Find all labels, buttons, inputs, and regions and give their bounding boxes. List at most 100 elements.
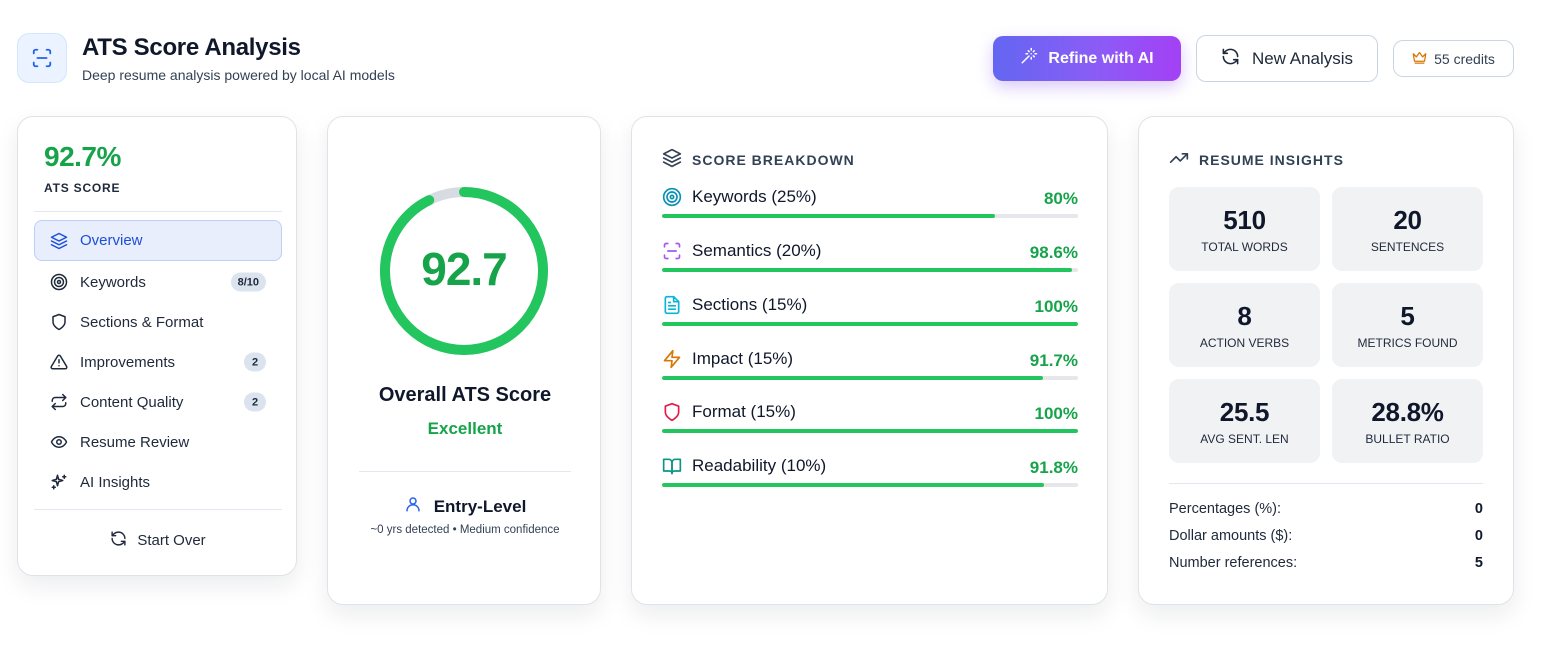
improvements-count-badge: 2 xyxy=(244,352,266,372)
sidebar-item-keywords[interactable]: Keywords 8/10 xyxy=(34,262,282,302)
credits-badge[interactable]: 55 credits xyxy=(1393,40,1514,77)
score-breakdown-heading: SCORE BREAKDOWN xyxy=(662,148,855,171)
breakdown-label: Format (15%) xyxy=(692,402,796,421)
breakdown-bar xyxy=(662,483,1078,487)
metric-percentages: Percentages (%): 0 xyxy=(1169,501,1483,517)
shield-icon xyxy=(662,402,682,422)
sidebar-item-resume-review[interactable]: Resume Review xyxy=(34,422,282,462)
stat-label: AVG SENT. LEN xyxy=(1200,431,1289,446)
metric-label: Number references: xyxy=(1169,555,1298,571)
metric-number-references: Number references: 5 xyxy=(1169,555,1483,571)
overall-score-card: 92.7 Overall ATS Score Excellent Entry-L… xyxy=(327,116,601,605)
sidebar-item-overview[interactable]: Overview xyxy=(34,220,282,261)
sidebar-item-label: Content Quality xyxy=(80,393,184,411)
sparkles-icon xyxy=(50,473,68,491)
stat-value: 510 xyxy=(1223,204,1266,235)
score-divider xyxy=(359,471,571,472)
breakdown-label: Readability (10%) xyxy=(692,456,827,475)
sidebar-item-label: Keywords xyxy=(80,273,146,291)
breakdown-label: Keywords (25%) xyxy=(692,187,817,206)
shield-icon xyxy=(50,313,68,331)
repeat-icon xyxy=(50,393,68,411)
book-icon xyxy=(662,456,682,476)
breakdown-label: Impact (15%) xyxy=(692,349,794,368)
stat-value: 25.5 xyxy=(1219,396,1270,427)
keywords-count-badge: 8/10 xyxy=(230,272,266,292)
metric-value: 5 xyxy=(1474,555,1483,571)
overall-score-title: Overall ATS Score xyxy=(378,384,552,406)
breakdown-bar-fill xyxy=(662,214,995,218)
ats-score-value: 92.7% xyxy=(44,141,121,172)
start-over-label: Start Over xyxy=(137,531,206,549)
score-breakdown-title: SCORE BREAKDOWN xyxy=(692,151,855,168)
breakdown-row-semantics: Semantics (20%) 98.6% xyxy=(662,241,1078,281)
stat-bullet-ratio: 28.8% BULLET RATIO xyxy=(1332,379,1483,463)
nav-divider xyxy=(34,509,282,510)
stat-metrics-found: 5 METRICS FOUND xyxy=(1332,283,1483,367)
experience-level-label: Entry-Level xyxy=(433,496,527,516)
refresh-icon xyxy=(110,530,127,551)
breakdown-bar xyxy=(662,376,1078,380)
breakdown-bar-fill xyxy=(662,376,1044,380)
resume-insights-title: RESUME INSIGHTS xyxy=(1199,151,1344,168)
stat-avg-sentence-length: 25.5 AVG SENT. LEN xyxy=(1169,379,1320,463)
breakdown-value: 80% xyxy=(1043,189,1078,208)
breakdown-row-impact: Impact (15%) 91.7% xyxy=(662,349,1078,389)
scan-icon xyxy=(662,241,682,261)
layers-icon xyxy=(50,232,68,250)
resume-insights-heading: RESUME INSIGHTS xyxy=(1169,148,1344,171)
new-analysis-label: New Analysis xyxy=(1251,48,1354,68)
stat-label: BULLET RATIO xyxy=(1365,431,1450,446)
new-analysis-button[interactable]: New Analysis xyxy=(1196,35,1378,82)
metric-label: Dollar amounts ($): xyxy=(1169,528,1293,544)
sidebar-item-improvements[interactable]: Improvements 2 xyxy=(34,342,282,382)
stat-label: ACTION VERBS xyxy=(1199,335,1290,350)
breakdown-bar xyxy=(662,268,1078,272)
stat-sentences: 20 SENTENCES xyxy=(1332,187,1483,271)
gauge-progress xyxy=(380,187,548,355)
sidebar-item-label: AI Insights xyxy=(80,473,151,491)
sidebar-item-content-quality[interactable]: Content Quality 2 xyxy=(34,382,282,422)
experience-level: Entry-Level xyxy=(328,495,602,518)
breakdown-bar xyxy=(662,322,1078,326)
stat-label: METRICS FOUND xyxy=(1357,335,1458,350)
score-gauge xyxy=(380,187,548,355)
refine-with-ai-button[interactable]: Refine with AI xyxy=(993,36,1181,81)
stat-value: 5 xyxy=(1400,300,1415,331)
stat-label: TOTAL WORDS xyxy=(1201,239,1288,254)
breakdown-bar-fill xyxy=(662,483,1044,487)
ats-score-label: ATS SCORE xyxy=(44,181,121,195)
sidebar-item-label: Overview xyxy=(80,232,143,249)
start-over-button[interactable]: Start Over xyxy=(34,522,282,558)
layers-icon xyxy=(662,148,682,171)
breakdown-bar-fill xyxy=(662,268,1073,272)
breakdown-row-readability: Readability (10%) 91.8% xyxy=(662,456,1078,496)
refine-with-ai-label: Refine with AI xyxy=(1048,49,1154,67)
page-subtitle: Deep resume analysis powered by local AI… xyxy=(82,67,395,83)
breakdown-value: 100% xyxy=(1034,297,1078,316)
lightning-icon xyxy=(662,349,682,369)
metric-value: 0 xyxy=(1474,528,1483,544)
sidebar-item-label: Sections & Format xyxy=(80,313,204,331)
sidebar-item-ai-insights[interactable]: AI Insights xyxy=(34,462,282,502)
breakdown-bar-fill xyxy=(662,322,1078,326)
breakdown-bar-fill xyxy=(662,429,1078,433)
sidebar-item-label: Resume Review xyxy=(80,433,190,451)
stat-value: 20 xyxy=(1393,204,1422,235)
score-rating: Excellent xyxy=(427,419,503,438)
refresh-icon xyxy=(1221,47,1240,71)
breakdown-label: Sections (15%) xyxy=(692,295,808,314)
breakdown-row-keywords: Keywords (25%) 80% xyxy=(662,187,1078,227)
nav-list: Overview Keywords 8/10 Sections & Format xyxy=(34,220,282,502)
insights-divider xyxy=(1169,483,1483,484)
stat-value: 8 xyxy=(1237,300,1252,331)
resume-insights-card: RESUME INSIGHTS 510 TOTAL WORDS 20 SENTE… xyxy=(1138,116,1514,605)
breakdown-bar xyxy=(662,429,1078,433)
sidebar-item-sections-format[interactable]: Sections & Format xyxy=(34,302,282,342)
breakdown-value: 91.7% xyxy=(1029,351,1078,370)
breakdown-value: 100% xyxy=(1034,404,1078,423)
stat-label: SENTENCES xyxy=(1370,239,1445,254)
breakdown-bar xyxy=(662,214,1078,218)
experience-level-detail: ~0 yrs detected • Medium confidence xyxy=(370,524,560,536)
